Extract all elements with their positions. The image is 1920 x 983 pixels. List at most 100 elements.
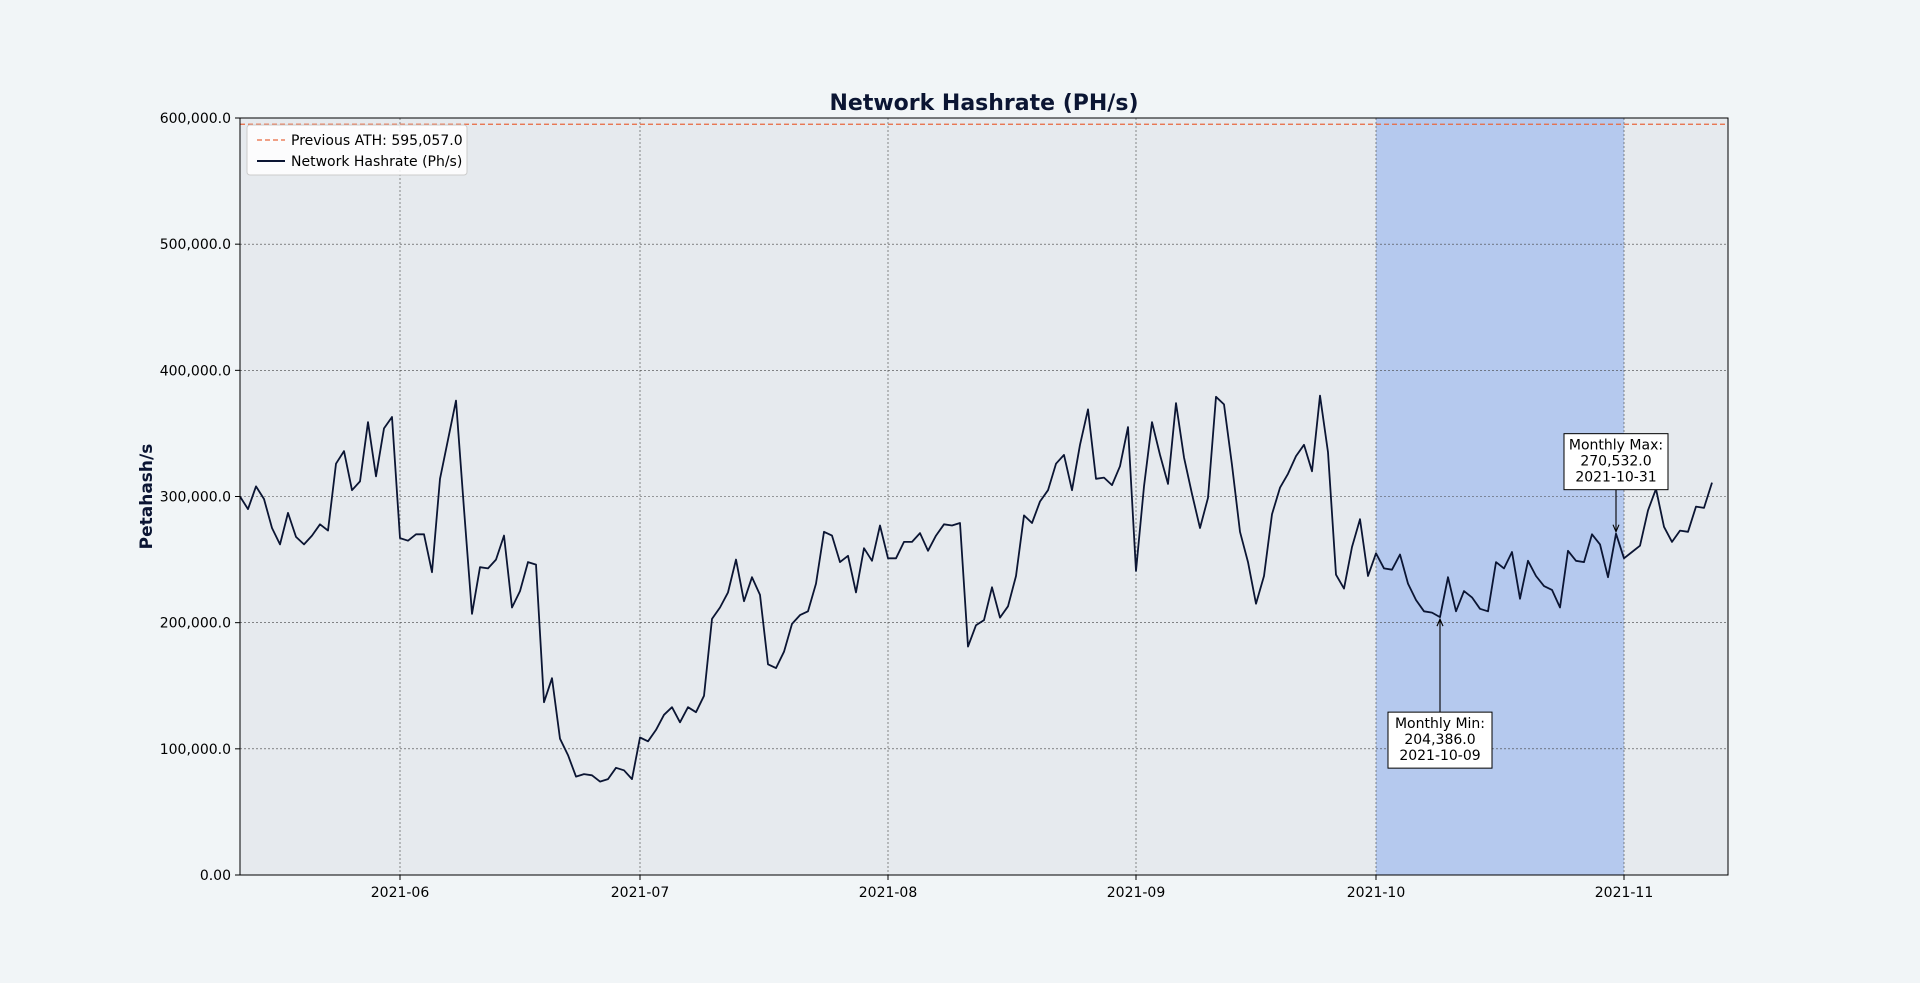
hashrate-point xyxy=(399,537,401,539)
hashrate-point xyxy=(1359,518,1361,520)
hashrate-point xyxy=(599,780,601,782)
hashrate-point xyxy=(847,555,849,557)
hashrate-point xyxy=(951,524,953,526)
hashrate-point xyxy=(575,775,577,777)
x-tick-label: 2021-06 xyxy=(371,885,430,901)
hashrate-point xyxy=(1415,599,1417,601)
hashrate-point xyxy=(1047,489,1049,491)
y-tick-label: 100,000.0 xyxy=(160,742,231,758)
hashrate-point xyxy=(1487,610,1489,612)
hashrate-point xyxy=(463,508,465,510)
hashrate-point xyxy=(911,541,913,543)
hashrate-point xyxy=(1647,509,1649,511)
y-axis-label: Petahash/s xyxy=(137,444,157,550)
hashrate-point xyxy=(695,711,697,713)
hashrate-point xyxy=(703,695,705,697)
hashrate-point xyxy=(655,729,657,731)
hashrate-point xyxy=(919,532,921,534)
hashrate-point xyxy=(1143,485,1145,487)
hashrate-point xyxy=(343,450,345,452)
hashrate-point xyxy=(511,606,513,608)
hashrate-point xyxy=(1479,608,1481,610)
hashrate-point xyxy=(1111,484,1113,486)
hashrate-point xyxy=(967,645,969,647)
hashrate-point xyxy=(1695,505,1697,507)
hashrate-point xyxy=(1271,513,1273,515)
hashrate-point xyxy=(1367,575,1369,577)
hashrate-point xyxy=(735,558,737,560)
annotation-text: Monthly Min: xyxy=(1395,716,1485,732)
hashrate-point xyxy=(815,582,817,584)
hashrate-point xyxy=(1687,531,1689,533)
hashrate-point xyxy=(751,576,753,578)
hashrate-point xyxy=(1119,465,1121,467)
hashrate-point xyxy=(1215,396,1217,398)
hashrate-point xyxy=(615,767,617,769)
hashrate-point xyxy=(1471,596,1473,598)
hashrate-point xyxy=(335,463,337,465)
hashrate-point xyxy=(879,524,881,526)
y-tick-label: 300,000.0 xyxy=(160,490,231,506)
hashrate-point xyxy=(799,614,801,616)
hashrate-point xyxy=(1343,587,1345,589)
hashrate-point xyxy=(1711,481,1713,483)
hashrate-point xyxy=(1431,611,1433,613)
hashrate-point xyxy=(431,571,433,573)
hashrate-point xyxy=(543,701,545,703)
hashrate-point xyxy=(535,563,537,565)
hashrate-point xyxy=(503,534,505,536)
hashrate-point xyxy=(559,738,561,740)
hashrate-point xyxy=(1255,603,1257,605)
hashrate-point xyxy=(367,421,369,423)
hashrate-point xyxy=(855,591,857,593)
hashrate-point xyxy=(1703,507,1705,509)
hashrate-point xyxy=(1527,560,1529,562)
hashrate-point xyxy=(807,610,809,612)
hashrate-point xyxy=(1159,454,1161,456)
hashrate-point xyxy=(839,561,841,563)
hashrate-point xyxy=(391,416,393,418)
hashrate-point xyxy=(679,721,681,723)
annotation-box xyxy=(1387,711,1493,769)
hashrate-point xyxy=(1135,570,1137,572)
hashrate-point xyxy=(359,480,361,482)
hashrate-point xyxy=(1423,610,1425,612)
hashrate-point xyxy=(1671,541,1673,543)
hashrate-point xyxy=(1319,394,1321,396)
hashrate-series-line xyxy=(239,394,1713,783)
hashrate-point xyxy=(1183,456,1185,458)
hashrate-point xyxy=(1575,560,1577,562)
hashrate-point xyxy=(1391,569,1393,571)
hashrate-point xyxy=(1383,567,1385,569)
hashrate-point xyxy=(351,489,353,491)
hashrate-point xyxy=(1263,575,1265,577)
hashrate-point xyxy=(287,512,289,514)
hashrate-point xyxy=(383,427,385,429)
hashrate-point xyxy=(1175,402,1177,404)
hashrate-point xyxy=(1015,575,1017,577)
hashrate-point xyxy=(319,523,321,525)
hashrate-point xyxy=(479,566,481,568)
hashrate-point xyxy=(1207,497,1209,499)
hashrate-point xyxy=(1375,552,1377,554)
hashrate-point xyxy=(975,624,977,626)
hashrate-point xyxy=(551,677,553,679)
hashrate-point xyxy=(1631,551,1633,553)
hashrate-point xyxy=(1079,444,1081,446)
hashrate-point xyxy=(1503,567,1505,569)
hashrate-point xyxy=(1167,483,1169,485)
hashrate-point xyxy=(1407,582,1409,584)
hashrate-point xyxy=(247,508,249,510)
hashrate-point xyxy=(775,667,777,669)
hashrate-point xyxy=(1639,545,1641,547)
hashrate-point xyxy=(1223,403,1225,405)
hashrate-point xyxy=(647,740,649,742)
hashrate-point xyxy=(439,478,441,480)
hashrate-point xyxy=(447,439,449,441)
hashrate-point xyxy=(935,534,937,536)
y-axis-ticks: 0.00 100,000.0 200,000.0 300,000.0 400,000.0… xyxy=(160,111,240,884)
hashrate-point xyxy=(271,527,273,529)
hashrate-point xyxy=(423,533,425,535)
x-tick-label: 2021-07 xyxy=(611,885,670,901)
